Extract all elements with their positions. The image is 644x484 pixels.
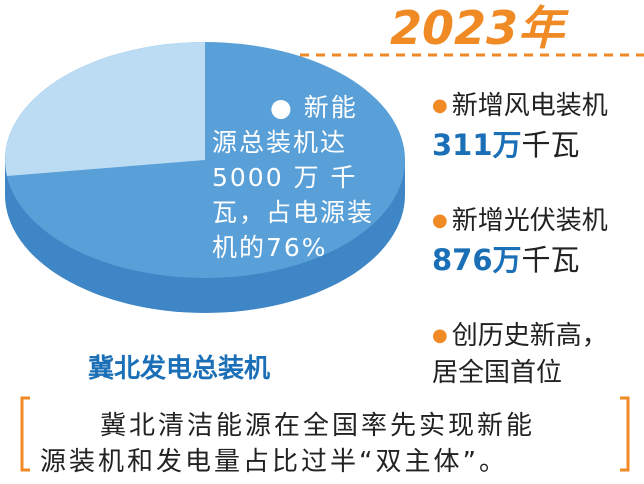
footer-line: 冀北清洁能源在全国率先实现新能 xyxy=(100,411,536,441)
item-unit: 千瓦 xyxy=(521,128,580,162)
pie-label-line: ● 新能 xyxy=(270,93,358,122)
pie-label-line: 机的76% xyxy=(212,233,328,262)
pie-label-line: 5000 万 千 xyxy=(212,163,358,192)
pie-label-line: 源总装机达 xyxy=(212,128,348,157)
item-unit: 居全国首位 xyxy=(432,358,563,388)
item-number: 876万 xyxy=(432,243,522,277)
item-value: 居全国首位 xyxy=(432,352,562,389)
bracket xyxy=(620,396,630,472)
item-unit: 千瓦 xyxy=(521,243,580,277)
footer-line: 源装机和发电量占比过半“双主体”。 xyxy=(40,447,508,477)
item-title: 创历史新高， xyxy=(432,315,608,352)
pie-label-line: 瓦，占电源装 xyxy=(212,198,375,227)
bracket xyxy=(20,396,30,472)
item-number: 311万 xyxy=(432,128,522,162)
item-title: 新增风电装机 xyxy=(432,85,608,122)
item-value: 311万千瓦 xyxy=(432,122,580,164)
pie-slice xyxy=(5,42,205,176)
year: 2023年 xyxy=(390,1,565,55)
item-title: 新增光伏装机 xyxy=(432,200,608,237)
pie-caption: 冀北发电总装机 xyxy=(88,354,271,384)
item-value: 876万千瓦 xyxy=(432,237,580,279)
